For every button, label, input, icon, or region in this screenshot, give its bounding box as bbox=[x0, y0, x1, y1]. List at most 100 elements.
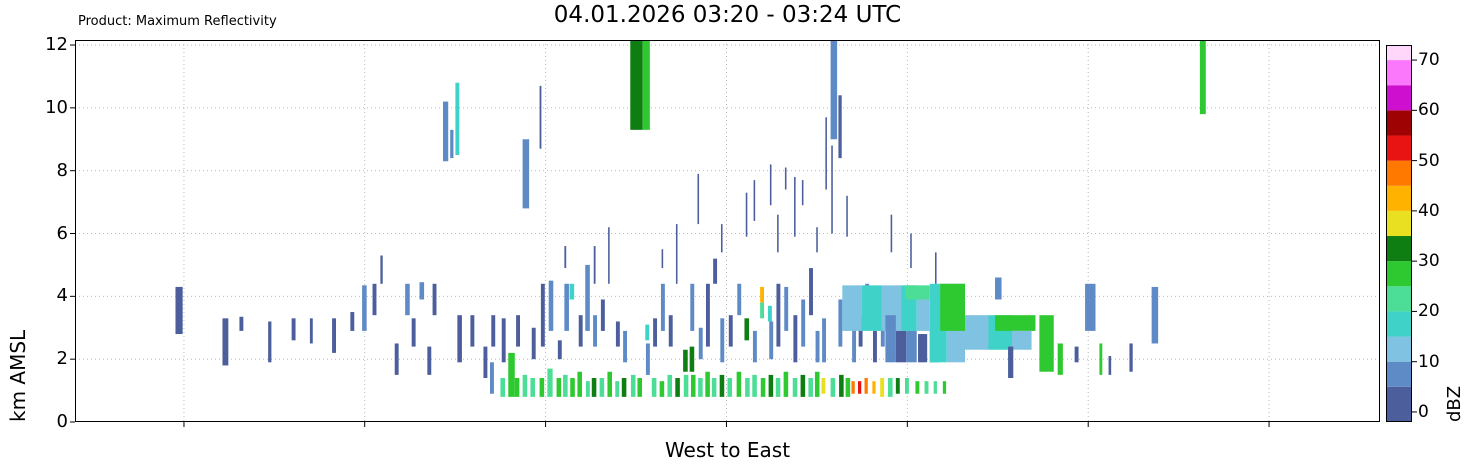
reflectivity-cell bbox=[842, 285, 862, 331]
reflectivity-cell bbox=[711, 378, 717, 397]
colorbar-tick-label: 30 bbox=[1418, 251, 1440, 272]
reflectivity-cell bbox=[801, 180, 804, 206]
reflectivity-cell bbox=[637, 378, 643, 397]
reflectivity-cell bbox=[309, 318, 313, 344]
reflectivity-cell bbox=[689, 346, 695, 372]
reflectivity-cell bbox=[720, 224, 723, 253]
reflectivity-cell bbox=[727, 378, 733, 397]
reflectivity-cell bbox=[784, 167, 787, 190]
reflectivity-cell bbox=[705, 283, 710, 347]
reflectivity-cell bbox=[728, 315, 733, 347]
reflectivity-cell bbox=[793, 315, 798, 363]
colorbar-segment bbox=[1386, 210, 1412, 237]
reflectivity-cell bbox=[530, 378, 536, 397]
reflectivity-cell bbox=[838, 299, 843, 347]
reflectivity-cell bbox=[830, 40, 838, 140]
reflectivity-cell bbox=[1074, 346, 1079, 363]
reflectivity-cell bbox=[501, 318, 506, 363]
reflectivity-cell bbox=[372, 283, 377, 316]
reflectivity-cell bbox=[760, 378, 766, 397]
reflectivity-cell bbox=[599, 378, 605, 397]
reflectivity-cell bbox=[698, 327, 703, 360]
reflectivity-cell bbox=[661, 249, 664, 269]
reflectivity-cell bbox=[880, 378, 885, 397]
reflectivity-cell bbox=[760, 286, 765, 303]
reflectivity-cell bbox=[457, 315, 462, 363]
colorbar-unit-label: dBZ bbox=[1444, 385, 1465, 422]
reflectivity-cell bbox=[483, 346, 488, 379]
reflectivity-cell bbox=[500, 378, 505, 397]
reflectivity-cell bbox=[585, 264, 590, 331]
reflectivity-cell bbox=[539, 378, 545, 397]
reflectivity-cell bbox=[808, 378, 813, 397]
reflectivity-cell bbox=[222, 318, 229, 366]
reflectivity-cell bbox=[1108, 356, 1112, 375]
reflectivity-cell bbox=[1199, 40, 1206, 115]
reflectivity-plot bbox=[70, 40, 1380, 427]
reflectivity-cell bbox=[455, 82, 460, 155]
reflectivity-cell bbox=[1099, 343, 1103, 375]
reflectivity-cell bbox=[942, 381, 947, 394]
reflectivity-cell bbox=[683, 349, 688, 372]
reflectivity-cell bbox=[1039, 315, 1054, 372]
reflectivity-cell bbox=[809, 268, 813, 316]
reflectivity-cell bbox=[864, 378, 868, 394]
colorbar-segment bbox=[1386, 45, 1412, 61]
reflectivity-cell bbox=[814, 371, 820, 397]
reflectivity-cell bbox=[578, 315, 583, 347]
reflectivity-cell bbox=[239, 316, 244, 331]
reflectivity-cell bbox=[539, 85, 542, 149]
reflectivity-cell bbox=[768, 374, 774, 397]
reflectivity-cell bbox=[623, 330, 628, 363]
reflectivity-cell bbox=[291, 318, 296, 341]
reflectivity-cell bbox=[769, 321, 774, 360]
reflectivity-cell bbox=[675, 378, 680, 397]
reflectivity-cell bbox=[719, 374, 725, 397]
reflectivity-cell bbox=[839, 374, 844, 397]
reflectivity-cell bbox=[427, 346, 432, 375]
reflectivity-cell bbox=[760, 302, 765, 319]
reflectivity-cell bbox=[675, 224, 678, 284]
colorbar-scale bbox=[1386, 45, 1417, 422]
colorbar-segment bbox=[1386, 135, 1412, 161]
reflectivity-cell bbox=[443, 101, 449, 162]
reflectivity-cell bbox=[405, 283, 410, 316]
reflectivity-cell bbox=[690, 283, 695, 331]
reflectivity-cell bbox=[522, 139, 530, 209]
reflectivity-cell bbox=[776, 283, 781, 347]
colorbar-segment bbox=[1386, 336, 1412, 362]
reflectivity-cell bbox=[531, 327, 536, 360]
reflectivity-cell bbox=[720, 318, 725, 363]
reflectivity-cell bbox=[906, 330, 917, 363]
reflectivity-cell bbox=[268, 321, 272, 363]
reflectivity-cell bbox=[861, 285, 882, 331]
reflectivity-cell bbox=[645, 343, 650, 375]
reflectivity-cell bbox=[916, 299, 930, 331]
colorbar-tick-label: 40 bbox=[1418, 200, 1440, 221]
reflectivity-cell bbox=[767, 305, 772, 322]
reflectivity-cell bbox=[522, 374, 528, 397]
colorbar-tick-label: 0 bbox=[1418, 401, 1429, 422]
reflectivity-cell bbox=[816, 227, 818, 253]
reflectivity-cell bbox=[784, 286, 789, 331]
reflectivity-cell bbox=[858, 381, 862, 394]
reflectivity-cell bbox=[608, 227, 610, 284]
reflectivity-cell bbox=[895, 378, 900, 394]
y-tick-label: 0 bbox=[56, 411, 68, 432]
reflectivity-cell bbox=[904, 378, 909, 394]
reflectivity-cell bbox=[995, 277, 1002, 300]
reflectivity-cell bbox=[668, 315, 673, 347]
y-tick-label: 12 bbox=[45, 34, 68, 56]
reflectivity-cell bbox=[577, 371, 582, 397]
reflectivity-cell bbox=[564, 246, 567, 269]
reflectivity-cell bbox=[659, 381, 665, 397]
product-label: Product: Maximum Reflectivity bbox=[78, 14, 277, 29]
reflectivity-cell bbox=[910, 233, 912, 269]
reflectivity-cell bbox=[350, 312, 355, 331]
reflectivity-cell bbox=[775, 378, 781, 397]
reflectivity-cell bbox=[593, 246, 596, 284]
reflectivity-cell bbox=[783, 371, 789, 397]
reflectivity-cell bbox=[332, 318, 336, 353]
reflectivity-cell bbox=[690, 374, 696, 397]
reflectivity-cell bbox=[777, 214, 779, 253]
